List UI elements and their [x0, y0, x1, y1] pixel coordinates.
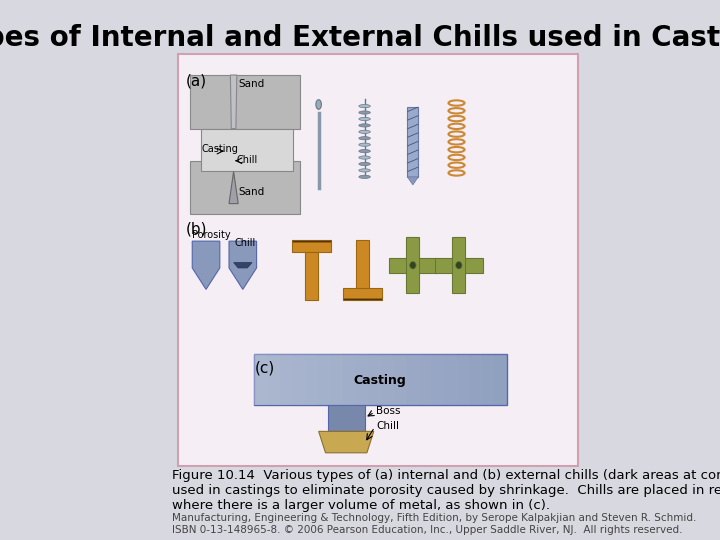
Text: Figure 10.14  Various types of (a) internal and (b) external chills (dark areas : Figure 10.14 Various types of (a) intern… — [171, 469, 720, 512]
FancyBboxPatch shape — [292, 240, 331, 252]
FancyBboxPatch shape — [408, 107, 418, 177]
Text: (a): (a) — [185, 74, 207, 89]
Ellipse shape — [359, 137, 370, 140]
Ellipse shape — [359, 124, 370, 127]
FancyBboxPatch shape — [267, 354, 279, 404]
FancyBboxPatch shape — [435, 258, 483, 273]
FancyBboxPatch shape — [202, 129, 293, 172]
FancyBboxPatch shape — [190, 75, 300, 129]
Text: (c): (c) — [254, 360, 274, 375]
FancyBboxPatch shape — [305, 354, 318, 404]
FancyBboxPatch shape — [452, 237, 465, 293]
FancyBboxPatch shape — [389, 258, 437, 273]
Ellipse shape — [316, 100, 321, 109]
FancyBboxPatch shape — [179, 53, 578, 466]
Ellipse shape — [359, 156, 370, 159]
Polygon shape — [230, 75, 237, 129]
FancyBboxPatch shape — [279, 354, 292, 404]
FancyBboxPatch shape — [431, 354, 444, 404]
FancyBboxPatch shape — [368, 354, 381, 404]
Text: Casting: Casting — [202, 144, 238, 154]
FancyBboxPatch shape — [254, 354, 507, 404]
Polygon shape — [408, 177, 418, 185]
Ellipse shape — [359, 169, 370, 172]
Text: Chill: Chill — [376, 421, 399, 431]
FancyBboxPatch shape — [292, 354, 305, 404]
Ellipse shape — [359, 130, 370, 133]
FancyBboxPatch shape — [328, 404, 364, 431]
Polygon shape — [229, 241, 256, 289]
FancyBboxPatch shape — [292, 240, 331, 242]
Polygon shape — [319, 431, 374, 453]
FancyBboxPatch shape — [495, 354, 507, 404]
FancyBboxPatch shape — [418, 354, 431, 404]
FancyBboxPatch shape — [406, 354, 418, 404]
FancyBboxPatch shape — [343, 354, 356, 404]
FancyBboxPatch shape — [330, 354, 343, 404]
FancyBboxPatch shape — [343, 288, 382, 300]
Text: Porosity: Porosity — [192, 231, 231, 240]
FancyBboxPatch shape — [469, 354, 482, 404]
FancyBboxPatch shape — [406, 237, 419, 293]
Ellipse shape — [359, 105, 370, 107]
Ellipse shape — [359, 163, 370, 166]
FancyBboxPatch shape — [393, 354, 406, 404]
FancyBboxPatch shape — [381, 354, 393, 404]
Text: Chill: Chill — [237, 156, 258, 165]
Text: Sand: Sand — [238, 187, 264, 197]
FancyBboxPatch shape — [254, 354, 267, 404]
Polygon shape — [192, 241, 220, 289]
Ellipse shape — [359, 143, 370, 146]
Text: Boss: Boss — [376, 406, 400, 416]
Circle shape — [410, 261, 416, 269]
FancyBboxPatch shape — [444, 354, 456, 404]
FancyBboxPatch shape — [356, 240, 369, 288]
FancyBboxPatch shape — [343, 298, 382, 300]
Polygon shape — [229, 172, 238, 204]
Text: (b): (b) — [185, 221, 207, 236]
FancyBboxPatch shape — [305, 252, 318, 300]
Text: Sand: Sand — [238, 79, 264, 89]
Text: Manufacturing, Engineering & Technology, Fifth Edition, by Serope Kalpakjian and: Manufacturing, Engineering & Technology,… — [171, 514, 696, 535]
Ellipse shape — [359, 150, 370, 153]
Text: Types of Internal and External Chills used in Casting: Types of Internal and External Chills us… — [0, 24, 720, 52]
FancyBboxPatch shape — [456, 354, 469, 404]
Text: Chill: Chill — [235, 239, 256, 248]
FancyBboxPatch shape — [356, 354, 368, 404]
Ellipse shape — [359, 117, 370, 120]
Circle shape — [456, 261, 462, 269]
FancyBboxPatch shape — [190, 161, 300, 214]
Ellipse shape — [359, 175, 370, 178]
FancyBboxPatch shape — [318, 354, 330, 404]
FancyBboxPatch shape — [482, 354, 495, 404]
Ellipse shape — [359, 111, 370, 114]
Text: Casting: Casting — [353, 374, 406, 387]
Polygon shape — [233, 262, 252, 268]
